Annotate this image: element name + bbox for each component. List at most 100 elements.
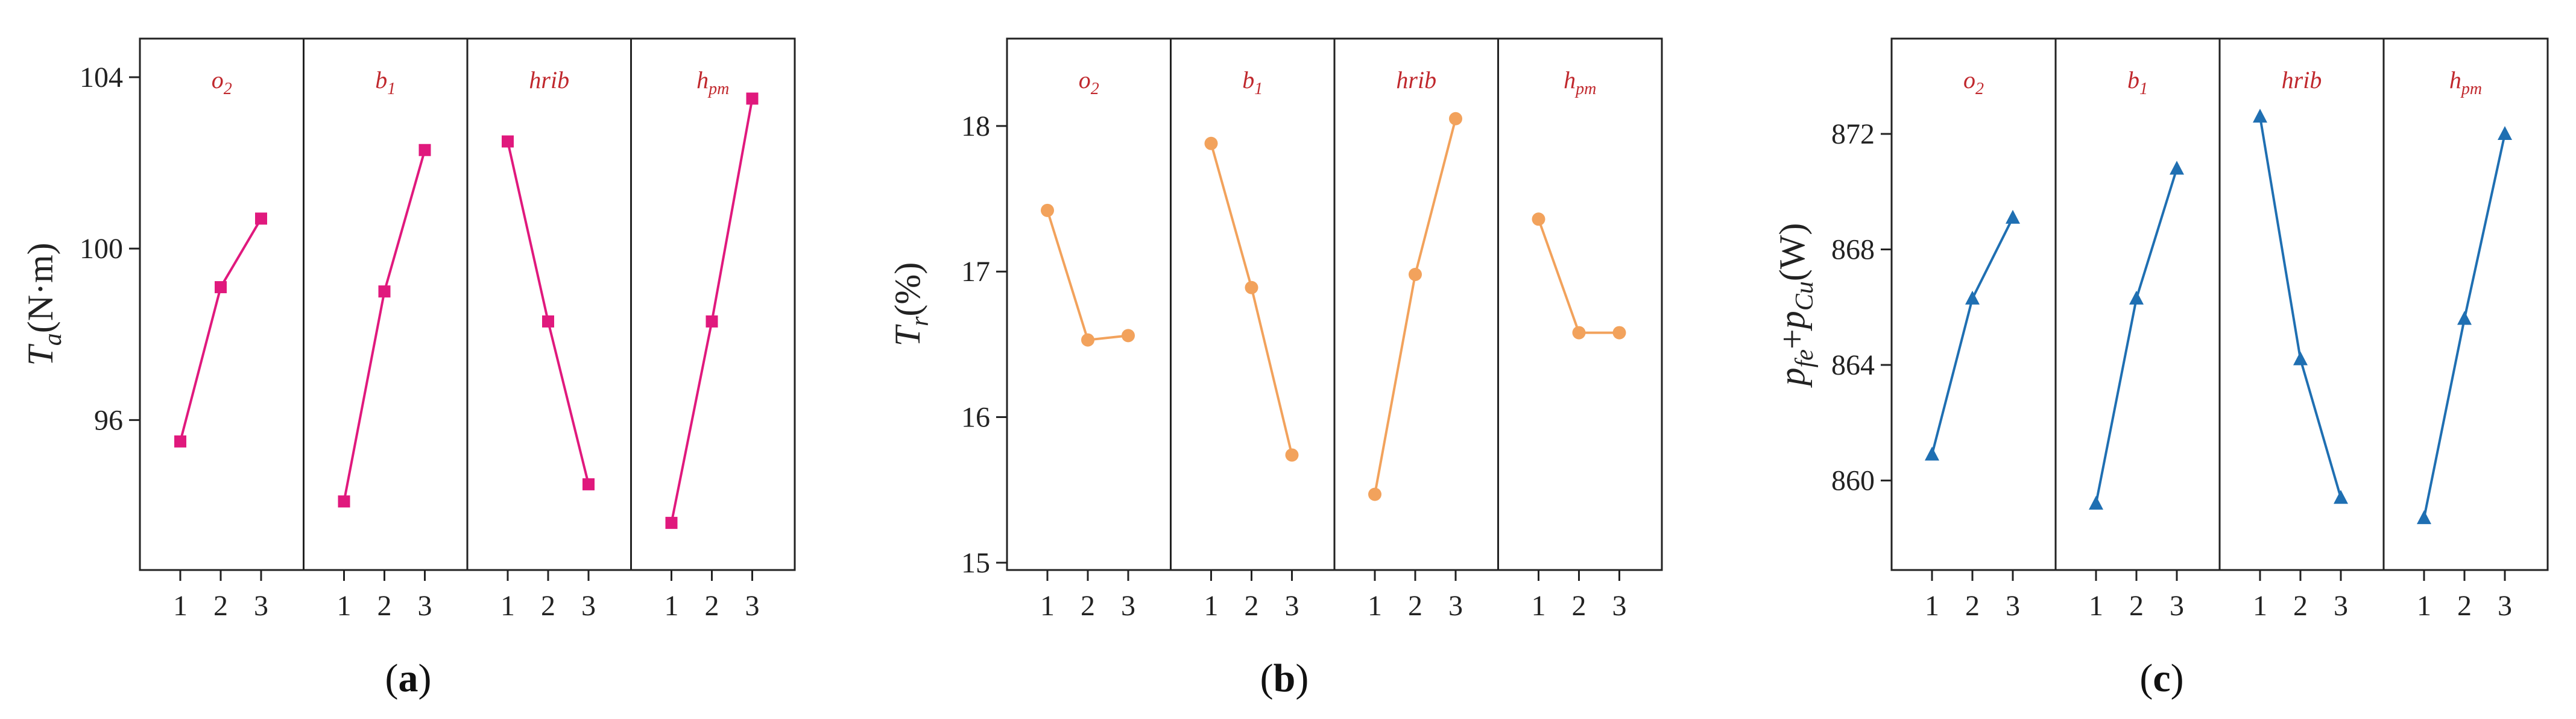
- data-point: [2253, 109, 2267, 123]
- data-point: [542, 315, 554, 328]
- x-tick-label: 2: [705, 590, 719, 622]
- data-point: [2170, 160, 2184, 175]
- x-tick-label: 3: [418, 590, 432, 622]
- panel-title: hpm: [696, 66, 729, 98]
- data-point: [2006, 209, 2020, 224]
- y-label-symbol: T: [888, 324, 927, 346]
- x-tick-label: 1: [1040, 590, 1055, 622]
- panel-b1: 1 2 3b1: [2089, 66, 2184, 622]
- y-label-symbol: p: [1772, 367, 1812, 388]
- y-label-plus: +: [1772, 329, 1812, 349]
- panel-title-main: h: [2449, 66, 2461, 93]
- series-line: [179, 218, 262, 442]
- caption-paren: (: [2139, 656, 2153, 700]
- y-tick-label: 868: [1831, 234, 1875, 266]
- panel-title: b1: [375, 66, 396, 98]
- y-label-subscript: r: [906, 316, 934, 326]
- x-tick-label: 3: [2006, 590, 2020, 622]
- data-point: [2498, 126, 2512, 141]
- data-point: [1285, 448, 1299, 462]
- panel-o2: 1 2 3o2: [1040, 66, 1135, 622]
- panel-title-subscript: 2: [1975, 80, 1984, 98]
- panel-title-subscript: pm: [2460, 80, 2482, 98]
- caption-letter: c: [2153, 656, 2170, 700]
- data-point: [665, 516, 678, 529]
- x-tick-label: 2: [1965, 590, 1980, 622]
- y-tick-label: 100: [80, 233, 123, 265]
- panel-title-main: hrib: [1396, 66, 1436, 93]
- data-point: [502, 135, 514, 148]
- panel-title-subscript: 1: [387, 80, 396, 98]
- panel-b1: 1 2 3b1: [337, 66, 432, 622]
- panel-title-subscript: pm: [1574, 80, 1596, 98]
- x-tick-label: 3: [1612, 590, 1627, 622]
- panel-hrib: 1 2 3 hrib: [500, 66, 596, 622]
- x-tick-label: 1: [173, 590, 188, 622]
- panel-title: hrib: [2282, 66, 2322, 93]
- caption-paren: ): [418, 656, 432, 700]
- series-line: [343, 150, 426, 502]
- x-tick-label: 2: [541, 590, 555, 622]
- panel-hpm: 1 2 3 hpm: [2417, 66, 2512, 622]
- data-point: [1532, 212, 1545, 226]
- series-line: [2095, 168, 2178, 504]
- panel-title: hrib: [529, 66, 569, 93]
- panel-title-main: hrib: [529, 66, 569, 93]
- series-line: [1931, 217, 2014, 455]
- x-tick-label: 3: [254, 590, 268, 622]
- x-tick-label: 2: [1081, 590, 1095, 622]
- data-point: [1204, 136, 1218, 150]
- panel-title-main: b: [2127, 66, 2139, 93]
- data-point: [746, 92, 759, 105]
- x-tick-label: 3: [1285, 590, 1299, 622]
- panel-title-main: b: [1242, 66, 1254, 93]
- x-tick-label: 3: [1448, 590, 1463, 622]
- panel-title: o2: [212, 66, 232, 98]
- data-point: [1041, 203, 1054, 217]
- x-tick-label: 1: [665, 590, 679, 622]
- data-point: [2293, 351, 2308, 366]
- x-tick-label: 1: [2089, 590, 2103, 622]
- x-tick-label: 1: [1925, 590, 1939, 622]
- x-tick-label: 2: [2129, 590, 2144, 622]
- x-tick-label: 2: [213, 590, 228, 622]
- data-point: [1449, 112, 1462, 125]
- x-tick-label: 1: [1532, 590, 1546, 622]
- x-tick-label: 3: [1121, 590, 1135, 622]
- y-tick-label: 96: [94, 404, 123, 436]
- y-label-subscript: a: [39, 333, 67, 346]
- y-label-symbol: T: [21, 344, 60, 366]
- data-point: [1081, 333, 1094, 347]
- x-tick-label: 2: [1572, 590, 1586, 622]
- x-tick-label: 1: [337, 590, 352, 622]
- panel-b1: 1 2 3b1: [1204, 66, 1299, 622]
- panel-hrib: 1 2 3 hrib: [2253, 66, 2348, 622]
- y-tick-label: 18: [961, 110, 990, 142]
- data-point: [2089, 495, 2103, 510]
- y-axis-label: pfe+pCu(W): [1772, 223, 1819, 388]
- panel-title: hrib: [1396, 66, 1436, 93]
- panel-o2: 1 2 3o2: [1925, 66, 2020, 622]
- panel-title: b1: [2127, 66, 2148, 98]
- x-tick-label: 3: [745, 590, 760, 622]
- y-label-subscript: fe: [1791, 349, 1819, 367]
- y-tick-label: 872: [1831, 118, 1875, 150]
- x-tick-label: 3: [581, 590, 596, 622]
- series-line: [1046, 210, 1129, 341]
- data-point: [215, 281, 227, 294]
- panel-title-subscript: 1: [1254, 80, 1263, 98]
- panel-title-main: hrib: [2282, 66, 2322, 93]
- panel-title: hpm: [2449, 66, 2482, 98]
- panel-hpm: 1 2 3 hpm: [1532, 66, 1627, 622]
- data-point: [1122, 329, 1135, 343]
- data-point: [2129, 290, 2144, 305]
- data-point: [2457, 311, 2472, 325]
- panel-title-main: o: [212, 66, 224, 93]
- x-tick-label: 1: [500, 590, 515, 622]
- y-label-unit: (W): [1772, 223, 1812, 282]
- data-point: [174, 435, 186, 448]
- panel-title: hpm: [1564, 66, 1596, 98]
